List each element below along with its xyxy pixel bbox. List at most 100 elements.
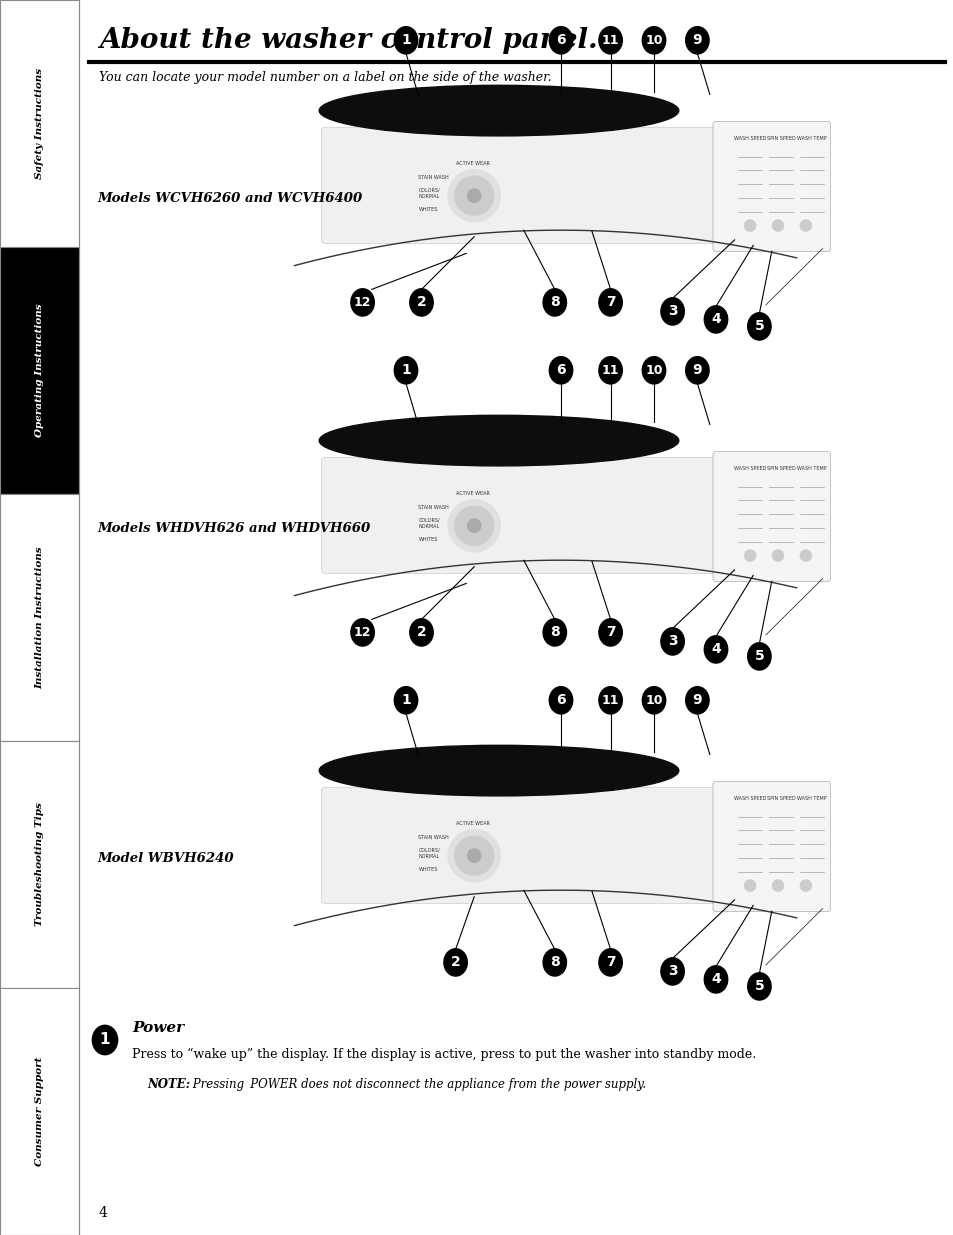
Ellipse shape bbox=[598, 687, 621, 714]
Circle shape bbox=[771, 879, 783, 892]
Ellipse shape bbox=[598, 27, 621, 54]
Text: SPIN SPEED: SPIN SPEED bbox=[766, 795, 795, 800]
Ellipse shape bbox=[394, 687, 417, 714]
Circle shape bbox=[447, 169, 500, 222]
Ellipse shape bbox=[351, 619, 374, 646]
Text: STAIN WASH: STAIN WASH bbox=[418, 175, 449, 180]
FancyBboxPatch shape bbox=[321, 787, 800, 903]
Text: WHITES: WHITES bbox=[418, 537, 437, 542]
Ellipse shape bbox=[747, 312, 770, 340]
Ellipse shape bbox=[747, 973, 770, 1000]
Text: STAIN WASH: STAIN WASH bbox=[418, 835, 449, 840]
Text: 4: 4 bbox=[99, 1207, 108, 1220]
Ellipse shape bbox=[319, 415, 679, 466]
Text: You can locate your model number on a label on the side of the washer.: You can locate your model number on a la… bbox=[99, 72, 551, 84]
Circle shape bbox=[467, 189, 480, 203]
Text: Models WHDVH626 and WHDVH660: Models WHDVH626 and WHDVH660 bbox=[97, 521, 370, 535]
Text: Models WCVH6260 and WCVH6400: Models WCVH6260 and WCVH6400 bbox=[97, 191, 362, 205]
Text: WASH TEMP: WASH TEMP bbox=[797, 466, 826, 471]
Text: 6: 6 bbox=[556, 33, 565, 47]
Ellipse shape bbox=[641, 687, 665, 714]
Text: 12: 12 bbox=[354, 626, 371, 638]
Text: 6: 6 bbox=[556, 363, 565, 378]
Text: ACTIVE WEAR: ACTIVE WEAR bbox=[456, 492, 489, 496]
Text: 1: 1 bbox=[100, 1032, 111, 1047]
Text: ACTIVE WEAR: ACTIVE WEAR bbox=[456, 821, 489, 826]
Circle shape bbox=[799, 879, 811, 892]
Circle shape bbox=[743, 550, 756, 562]
Ellipse shape bbox=[747, 642, 770, 671]
FancyBboxPatch shape bbox=[321, 457, 800, 573]
FancyBboxPatch shape bbox=[712, 121, 830, 252]
Bar bbox=[0, 494, 79, 741]
Text: About the washer control panel.: About the washer control panel. bbox=[99, 26, 597, 53]
Ellipse shape bbox=[443, 948, 467, 976]
Text: 3: 3 bbox=[667, 635, 677, 648]
Ellipse shape bbox=[319, 85, 679, 136]
Text: Consumer Support: Consumer Support bbox=[35, 1057, 44, 1166]
Ellipse shape bbox=[641, 27, 665, 54]
Text: 11: 11 bbox=[601, 694, 618, 706]
Circle shape bbox=[467, 850, 480, 862]
Ellipse shape bbox=[394, 357, 417, 384]
Text: 7: 7 bbox=[605, 956, 615, 969]
Text: WASH SPEED: WASH SPEED bbox=[733, 466, 765, 471]
Text: WASH TEMP: WASH TEMP bbox=[797, 795, 826, 800]
Text: 9: 9 bbox=[692, 33, 701, 47]
Bar bbox=[0, 741, 79, 988]
Text: ACTIVE WEAR: ACTIVE WEAR bbox=[456, 161, 489, 165]
Text: SPIN SPEED: SPIN SPEED bbox=[766, 136, 795, 141]
Text: 5: 5 bbox=[754, 979, 763, 993]
Text: 5: 5 bbox=[754, 320, 763, 333]
Text: STAIN WASH: STAIN WASH bbox=[418, 505, 449, 510]
Text: NOTE:: NOTE: bbox=[147, 1078, 190, 1091]
Text: 5: 5 bbox=[754, 650, 763, 663]
Bar bbox=[0, 247, 79, 494]
Ellipse shape bbox=[410, 289, 433, 316]
Text: 2: 2 bbox=[450, 956, 460, 969]
FancyBboxPatch shape bbox=[712, 452, 830, 582]
Text: 3: 3 bbox=[667, 965, 677, 978]
Circle shape bbox=[454, 836, 494, 876]
Ellipse shape bbox=[394, 27, 417, 54]
Ellipse shape bbox=[641, 357, 665, 384]
Text: WASH SPEED: WASH SPEED bbox=[733, 795, 765, 800]
Text: WASH TEMP: WASH TEMP bbox=[797, 136, 826, 141]
Text: 4: 4 bbox=[710, 642, 720, 656]
Text: Model WBVH6240: Model WBVH6240 bbox=[97, 851, 233, 864]
Text: 1: 1 bbox=[400, 693, 411, 708]
Ellipse shape bbox=[660, 958, 683, 986]
Text: WASH SPEED: WASH SPEED bbox=[733, 136, 765, 141]
Text: Pressing  POWER does not disconnect the appliance from the power supply.: Pressing POWER does not disconnect the a… bbox=[189, 1078, 645, 1091]
Text: 7: 7 bbox=[605, 625, 615, 640]
Ellipse shape bbox=[351, 289, 374, 316]
Ellipse shape bbox=[598, 289, 621, 316]
Text: 11: 11 bbox=[601, 364, 618, 377]
Ellipse shape bbox=[598, 619, 621, 646]
Bar bbox=[0, 0, 79, 247]
Text: SPIN SPEED: SPIN SPEED bbox=[766, 466, 795, 471]
Text: 12: 12 bbox=[354, 296, 371, 309]
Ellipse shape bbox=[92, 1025, 117, 1055]
Text: Safety Instructions: Safety Instructions bbox=[35, 68, 44, 179]
Text: Press to “wake up” the display. If the display is active, press to put the washe: Press to “wake up” the display. If the d… bbox=[132, 1049, 756, 1061]
Text: 10: 10 bbox=[644, 694, 662, 706]
Text: COLORS/
NORMAL: COLORS/ NORMAL bbox=[418, 848, 439, 858]
Ellipse shape bbox=[660, 298, 683, 325]
Text: 11: 11 bbox=[601, 33, 618, 47]
Ellipse shape bbox=[703, 306, 727, 333]
Ellipse shape bbox=[598, 357, 621, 384]
Circle shape bbox=[771, 220, 783, 232]
Text: 6: 6 bbox=[556, 693, 565, 708]
Text: 1: 1 bbox=[400, 363, 411, 378]
Text: 3: 3 bbox=[667, 304, 677, 319]
Circle shape bbox=[454, 175, 494, 216]
Ellipse shape bbox=[685, 357, 708, 384]
Circle shape bbox=[467, 519, 480, 532]
Circle shape bbox=[447, 499, 500, 552]
Text: Troubleshooting Tips: Troubleshooting Tips bbox=[35, 803, 44, 926]
Circle shape bbox=[454, 506, 494, 546]
Text: 4: 4 bbox=[710, 312, 720, 326]
Circle shape bbox=[447, 829, 500, 882]
Text: Power: Power bbox=[132, 1021, 184, 1035]
